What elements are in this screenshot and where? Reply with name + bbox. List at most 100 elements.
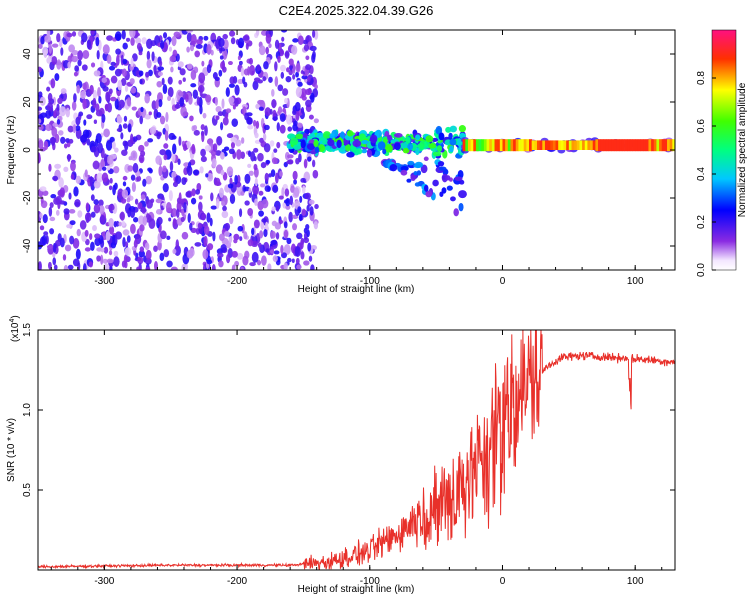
heatmap-cell xyxy=(190,34,197,46)
heatmap-cell xyxy=(126,235,131,243)
heatmap-cell xyxy=(44,35,52,43)
heatmap-cell xyxy=(97,87,101,98)
heatmap-cell xyxy=(309,45,317,52)
heatmap-cell xyxy=(214,150,222,156)
heatmap-cell xyxy=(82,98,87,110)
heatmap-cell xyxy=(168,46,173,52)
heatmap-cell xyxy=(130,37,135,46)
heatmap-cell xyxy=(103,128,110,138)
heatmap-cell xyxy=(95,133,102,144)
heatmap-cell xyxy=(186,249,194,259)
heatmap-cell xyxy=(478,139,482,152)
heatmap-cell xyxy=(97,142,103,154)
heatmap-cell xyxy=(268,173,272,178)
heatmap-cell xyxy=(49,216,56,222)
heatmap-cell xyxy=(250,151,256,162)
heatmap-cell xyxy=(276,141,281,149)
heatmap-cell xyxy=(238,60,243,66)
heatmap-cell xyxy=(329,133,335,139)
heatmap-cell xyxy=(201,131,205,143)
heatmap-cell xyxy=(214,181,222,186)
heatmap-cell xyxy=(563,140,567,150)
heatmap-cell xyxy=(74,65,79,72)
heatmap-cell xyxy=(77,50,83,61)
heatmap-cell xyxy=(218,233,225,241)
heatmap-cell xyxy=(449,138,457,146)
heatmap-cell xyxy=(109,136,115,143)
heatmap-cell xyxy=(299,195,303,203)
heatmap-cell xyxy=(166,260,173,268)
heatmap-cell xyxy=(123,115,128,122)
heatmap-cell xyxy=(293,179,297,185)
heatmap-cell xyxy=(73,71,78,77)
heatmap-cell xyxy=(119,211,125,221)
heatmap-cell xyxy=(297,122,303,128)
heatmap-cell xyxy=(268,76,273,83)
heatmap-cell xyxy=(108,88,113,95)
heatmap-cell xyxy=(229,30,236,37)
heatmap-cell xyxy=(432,179,439,187)
heatmap-cell xyxy=(191,143,196,155)
heatmap-cell xyxy=(300,251,305,260)
heatmap-cell xyxy=(180,216,185,223)
heatmap-cell xyxy=(96,255,101,262)
heatmap-cell xyxy=(95,103,100,113)
heatmap-cell xyxy=(67,61,71,69)
heatmap-cell xyxy=(669,139,673,152)
heatmap-cell xyxy=(60,88,67,95)
heatmap-cell xyxy=(144,114,151,120)
heatmap-cell xyxy=(314,146,320,153)
heatmap-cell xyxy=(40,196,44,204)
heatmap-cell xyxy=(179,68,186,76)
heatmap-cell xyxy=(159,115,166,125)
heatmap-cell xyxy=(224,112,229,119)
heatmap-cell xyxy=(215,198,220,209)
colorbar-tick-label: 0.2 xyxy=(696,215,707,229)
heatmap-cell xyxy=(235,139,242,147)
heatmap-cell xyxy=(651,139,655,152)
heatmap-cell xyxy=(384,144,393,153)
heatmap-cell xyxy=(103,246,109,254)
heatmap-cell xyxy=(258,106,264,111)
heatmap-cell xyxy=(185,191,192,198)
heatmap-cell xyxy=(117,79,123,91)
heatmap-cell xyxy=(132,53,138,62)
heatmap-cell xyxy=(269,140,275,147)
heatmap-cell xyxy=(225,87,230,97)
heatmap-cell xyxy=(171,171,177,178)
heatmap-cell xyxy=(169,161,174,172)
heatmap-cell xyxy=(240,67,245,77)
heatmap-cell xyxy=(186,165,190,173)
heatmap-cell xyxy=(263,61,269,70)
heatmap-cell xyxy=(113,256,120,267)
heatmap-cell xyxy=(40,36,45,45)
heatmap-cell xyxy=(255,30,260,37)
heatmap-cell xyxy=(124,140,129,151)
heatmap-cell xyxy=(177,61,184,68)
heatmap-cell xyxy=(89,175,93,187)
heatmap-cell xyxy=(274,39,280,50)
heatmap-cell xyxy=(203,225,210,235)
heatmap-cell xyxy=(238,208,243,218)
heatmap-cell xyxy=(69,220,76,226)
heatmap-cell xyxy=(393,142,401,151)
heatmap-cell xyxy=(587,140,591,150)
heatmap-cell xyxy=(160,40,165,50)
heatmap-cell xyxy=(146,50,151,61)
heatmap-cell xyxy=(150,198,155,204)
heatmap-cell xyxy=(239,236,243,242)
heatmap-cell xyxy=(608,139,612,152)
heatmap-cell xyxy=(215,106,222,113)
figure-title: C2E4.2025.322.04.39.G26 xyxy=(279,3,434,18)
heatmap-cell xyxy=(437,160,445,167)
heatmap-cell xyxy=(423,141,431,147)
heatmap-cell xyxy=(59,187,65,198)
y-tick-label: -40 xyxy=(22,238,33,253)
heatmap-cell xyxy=(301,95,307,101)
heatmap-cell xyxy=(255,103,261,110)
heatmap-cell xyxy=(292,63,296,75)
heatmap-cell xyxy=(413,171,418,176)
heatmap-cell xyxy=(190,83,197,88)
heatmap-cell xyxy=(305,55,310,61)
heatmap-cell xyxy=(132,136,138,142)
